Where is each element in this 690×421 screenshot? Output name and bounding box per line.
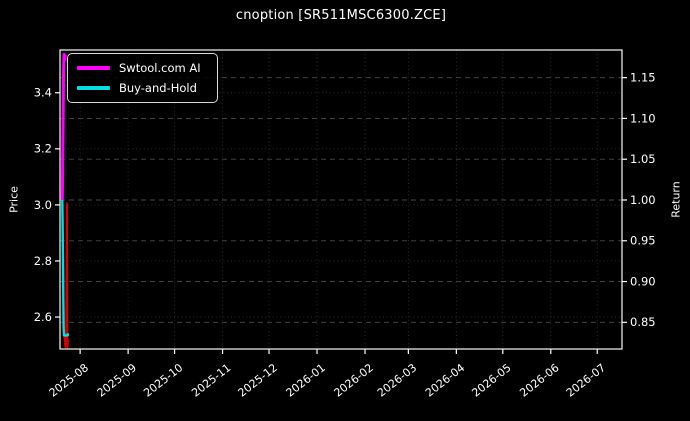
legend-label-ai: Swtool.com AI: [119, 61, 201, 75]
return-tick-label: 1.00: [630, 193, 656, 207]
price-tick-label: 2.8: [34, 254, 52, 268]
legend-item-buy-and-hold: Buy-and-Hold: [77, 81, 209, 95]
series-buy-and-hold: [61, 199, 70, 337]
price-tick-label: 3.0: [34, 198, 52, 212]
return-tick-label: 1.10: [630, 111, 656, 125]
return-tick-label: 0.90: [630, 274, 656, 288]
series-swtool-com-ai: [60, 52, 67, 201]
right-axis-label: Return: [669, 181, 683, 218]
price-tick-label: 3.2: [34, 142, 52, 156]
return-tick-label: 1.15: [630, 71, 656, 85]
left-axis-label: Price: [7, 186, 21, 213]
return-tick-label: 0.85: [630, 315, 656, 329]
price-tick-label: 2.6: [34, 310, 52, 324]
legend: Swtool.com AI Buy-and-Hold: [67, 53, 218, 103]
legend-line-swatch-ai: [77, 66, 110, 70]
chart-title: cnoption [SR511MSC6300.ZCE]: [235, 8, 447, 23]
return-tick-label: 1.05: [630, 152, 656, 166]
price-tick-label: 3.4: [34, 86, 52, 100]
legend-label-buy-and-hold: Buy-and-Hold: [119, 81, 197, 95]
legend-item-ai: Swtool.com AI: [77, 61, 209, 75]
legend-line-swatch-buy-and-hold: [77, 86, 110, 90]
return-tick-label: 0.95: [630, 234, 656, 248]
plot-border: [59, 49, 623, 350]
